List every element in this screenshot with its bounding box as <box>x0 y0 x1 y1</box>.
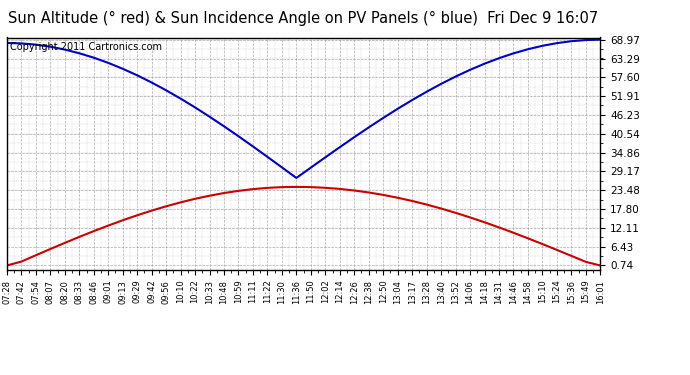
Text: Sun Altitude (° red) & Sun Incidence Angle on PV Panels (° blue)  Fri Dec 9 16:0: Sun Altitude (° red) & Sun Incidence Ang… <box>8 11 599 26</box>
Text: Copyright 2011 Cartronics.com: Copyright 2011 Cartronics.com <box>10 42 162 52</box>
